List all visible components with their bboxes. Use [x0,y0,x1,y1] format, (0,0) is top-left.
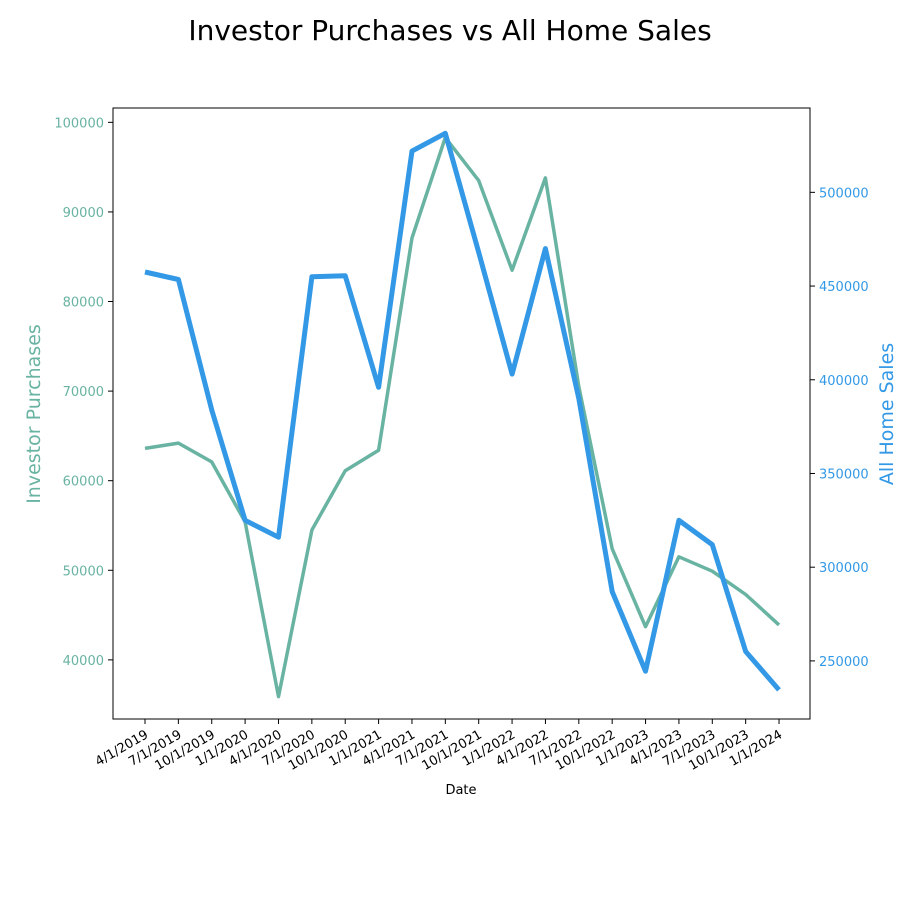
left-tick-label: 90000 [63,206,104,221]
right-tick-label: 400000 [819,374,869,389]
chart-title: Investor Purchases vs All Home Sales [188,14,711,47]
right-tick-label: 300000 [819,561,869,576]
right-axis-label: All Home Sales [876,343,898,485]
left-tick-label: 60000 [63,475,104,490]
series-line-investor-purchases [144,135,781,699]
left-tick-label: 70000 [63,385,104,400]
right-tick-label: 500000 [819,186,869,201]
left-y-axis: 40000 50000 60000 70000 80000 90000 100000 [54,116,113,669]
x-axis: 4/1/20197/1/201910/1/20191/1/20204/1/202… [93,719,785,774]
left-tick-label: 40000 [63,654,104,669]
series-layer [144,130,781,699]
left-tick-label: 80000 [63,296,104,311]
x-axis-label: Date [445,783,476,798]
series-line-all-home-sales [144,130,781,692]
right-tick-label: 350000 [819,467,869,482]
left-axis-label: Investor Purchases [23,324,45,504]
right-tick-label: 250000 [819,655,869,670]
right-tick-label: 450000 [819,280,869,295]
plot-frame [112,107,811,720]
left-tick-label: 100000 [54,116,104,131]
left-tick-label: 50000 [63,564,104,579]
right-y-axis: 250000 300000 350000 400000 450000 500000 [810,186,869,670]
